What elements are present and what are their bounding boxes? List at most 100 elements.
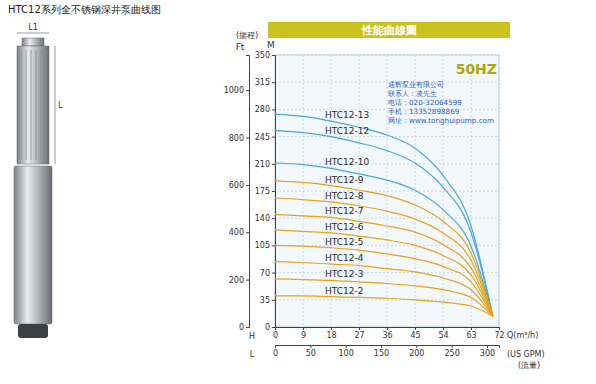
- grid: [275, 55, 499, 327]
- curve: [275, 262, 493, 316]
- tick-mark: [246, 138, 249, 139]
- tick-label: 0: [239, 323, 244, 332]
- series-label: HTC12-9: [325, 175, 364, 185]
- series-label: HTC12-8: [325, 191, 364, 201]
- curve: [275, 245, 493, 316]
- curve: [275, 130, 493, 316]
- series-label: HTC12-4: [325, 253, 364, 263]
- tick: 9: [301, 327, 306, 340]
- curve-labels: HTC12-13HTC12-12HTC12-10HTC12-9HTC12-8HT…: [325, 110, 369, 296]
- annotation: (揚程): [236, 31, 258, 40]
- axis-title: Q(m³/h): [507, 331, 538, 340]
- curves: [275, 114, 493, 316]
- tick-label: 70: [260, 269, 270, 278]
- tick-mark: [272, 82, 275, 83]
- tick-label: 200: [229, 276, 244, 285]
- curve: [275, 279, 493, 316]
- tick-mark: [272, 191, 275, 192]
- tick-label: 200: [409, 349, 424, 358]
- axis-line: [272, 56, 276, 328]
- y-axis: 03570105140175210245280315350: [255, 51, 276, 332]
- tick-mark: [381, 345, 382, 348]
- tick: 175: [255, 187, 275, 196]
- tick: 210: [255, 160, 275, 169]
- tick-mark: [272, 109, 275, 110]
- tick: 800: [229, 134, 249, 143]
- tick-label: 150: [374, 349, 389, 358]
- tick: 105: [255, 241, 275, 250]
- tick-mark: [331, 327, 332, 330]
- tick-label: 50: [306, 349, 316, 358]
- tick-label: 350: [255, 51, 270, 60]
- curve: [275, 163, 493, 316]
- tick: 70: [260, 269, 275, 278]
- tick: 300: [480, 345, 495, 358]
- tick-mark: [272, 273, 275, 274]
- grid-line: [303, 55, 304, 327]
- tick: 200: [409, 345, 424, 358]
- pump-stripe: [26, 50, 27, 160]
- tick-label: 72: [494, 331, 504, 340]
- tick-mark: [275, 345, 276, 348]
- tick-label: 600: [229, 181, 244, 190]
- grid-line: [443, 55, 444, 327]
- tick-label: 175: [255, 187, 270, 196]
- pump-base: [18, 324, 48, 338]
- tick-label: 140: [255, 214, 270, 223]
- contact-text: 网址：www.tonghuipump.com: [388, 116, 494, 125]
- tick-mark: [303, 327, 304, 330]
- tick: 280: [255, 105, 275, 114]
- tick-label: 245: [255, 133, 270, 142]
- tick: 1000: [224, 86, 249, 95]
- dimension-line: [55, 46, 56, 164]
- tick-mark: [487, 345, 488, 348]
- grid-line: [499, 55, 500, 327]
- dimension-line: [17, 33, 49, 34]
- axis-title: Ft: [236, 42, 245, 52]
- tick: 35: [260, 296, 275, 305]
- tick-label: 0: [265, 323, 270, 332]
- tick-mark: [416, 345, 417, 348]
- tick-label: 45: [410, 331, 420, 340]
- annotation: L: [250, 350, 255, 359]
- subtitle: 性能曲線圖: [361, 24, 417, 37]
- annotation: 50HZ: [456, 61, 497, 77]
- contact-block: 通辉泵业有限公司联系人：凌先生电话：020-32064599手机：1335289…: [388, 80, 494, 125]
- pump-stripe: [31, 50, 32, 160]
- tick-mark: [310, 345, 311, 348]
- tick: 400: [229, 228, 249, 237]
- tick-label: 63: [466, 331, 476, 340]
- tick-label: 105: [255, 241, 270, 250]
- tick-label: 0: [273, 331, 278, 340]
- series-label: HTC12-2: [325, 286, 363, 296]
- axis-line: [246, 56, 250, 328]
- tick-label: 35: [260, 296, 270, 305]
- pump-stripe: [41, 50, 42, 160]
- tick-label: 100: [339, 349, 354, 358]
- tick: 0: [273, 345, 278, 358]
- tick-mark: [246, 90, 249, 91]
- tick: 150: [374, 345, 389, 358]
- tick: 18: [326, 327, 336, 340]
- tick: 54: [438, 327, 448, 340]
- series-label: HTC12-5: [325, 237, 363, 247]
- grid-line: [275, 82, 499, 83]
- contact-text: 联系人：凌先生: [388, 89, 437, 98]
- series-label: HTC12-10: [325, 157, 369, 167]
- tick: 200: [229, 276, 249, 285]
- tick-label: 18: [326, 331, 336, 340]
- pump-label: L1: [28, 23, 38, 32]
- pump-body: [17, 46, 49, 164]
- tick-mark: [275, 327, 276, 330]
- chart-root: HTC12系列全不锈钢深井泵曲线图L1L性能曲線圖035701051401752…: [0, 0, 596, 384]
- tick-mark: [272, 245, 275, 246]
- x-axis: 0918273645546372: [273, 327, 505, 340]
- grid-line: [471, 55, 472, 327]
- series-label: HTC12-6: [325, 222, 364, 232]
- chart-svg: HTC12系列全不锈钢深井泵曲线图L1L性能曲線圖035701051401752…: [0, 0, 596, 384]
- tick-label: 280: [255, 105, 270, 114]
- tick: 27: [354, 327, 364, 340]
- tick-label: 250: [445, 349, 460, 358]
- tick-label: 210: [255, 160, 270, 169]
- tick-mark: [246, 280, 249, 281]
